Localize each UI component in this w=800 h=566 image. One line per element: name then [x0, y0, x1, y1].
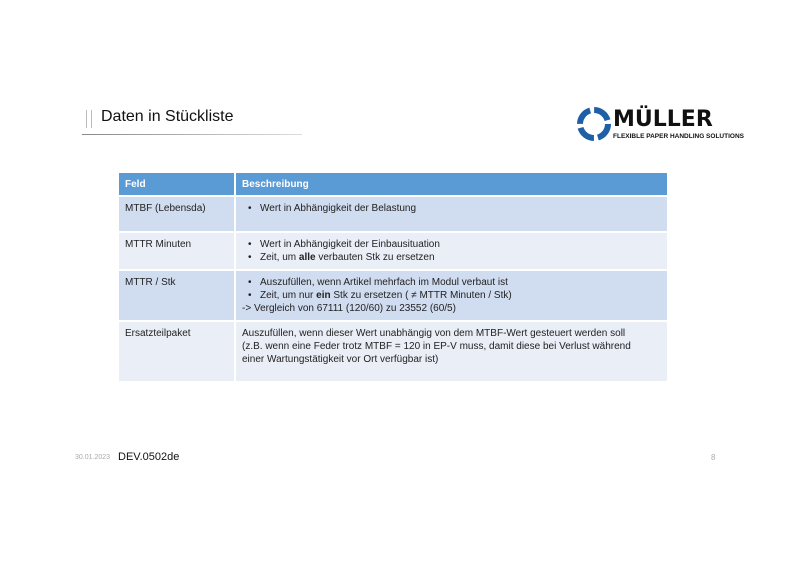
title-divider — [82, 134, 302, 135]
text-run: Stk zu ersetzen ( ≠ MTTR Minuten / Stk) — [330, 290, 512, 301]
bullet-line: Zeit, um nur ein Stk zu ersetzen ( ≠ MTT… — [242, 289, 661, 302]
table-row: MTTR MinutenWert in Abhängigkeit der Ein… — [119, 231, 669, 270]
table-header-row: Feld Beschreibung — [119, 173, 669, 196]
table-row: MTBF (Lebensda) Wert in Abhängigkeit der … — [119, 195, 669, 232]
text-run: Zeit, um — [260, 252, 299, 263]
text-run: verbauten Stk zu ersetzen — [315, 252, 435, 263]
bullet-line: Wert in Abhängigkeit der Belastung — [242, 202, 661, 215]
logo-wordmark: MÜLLER — [613, 107, 713, 132]
cell-feld: MTTR / Stk — [119, 269, 236, 321]
logo-tagline: FLEXIBLE PAPER HANDLING SOLUTIONS — [613, 133, 744, 140]
table-row: Ersatzteilpaket Auszufüllen, wenn dieser … — [119, 320, 669, 381]
fields-table: Feld Beschreibung MTBF (Lebensda)Wert in… — [119, 173, 669, 381]
header-beschreibung: Beschreibung — [235, 173, 669, 196]
page-title: Daten in Stückliste — [101, 108, 234, 125]
text-run: Auszufüllen, wenn dieser Wert unabhängig… — [242, 328, 626, 339]
text-run: alle — [298, 252, 316, 263]
text-run: Zeit, um nur — [260, 290, 317, 301]
logo-swirl-icon — [577, 107, 611, 141]
text-run: -> Vergleich von 67111 (120/60) zu 23552… — [242, 303, 456, 314]
bullet-line: Zeit, um alle verbauten Stk zu ersetzen — [242, 251, 661, 264]
footer-date: 30.01.2023 — [75, 454, 111, 461]
header-feld: Feld — [119, 173, 236, 196]
text-line: Auszufüllen, wenn dieser Wert unabhängig… — [242, 327, 661, 340]
cell-beschreibung: Auszufüllen, wenn Artikel mehrfach im Mo… — [235, 269, 669, 321]
text-run: einer Wartungstätigkeit vor Ort verfügba… — [242, 354, 439, 365]
text-line: einer Wartungstätigkeit vor Ort verfügba… — [242, 353, 661, 366]
text-run: (z.B. wenn eine Feder trotz MTBF = 120 i… — [242, 341, 631, 352]
bullet-line: Wert in Abhängigkeit der Einbausituation — [242, 238, 661, 251]
cell-beschreibung: Wert in Abhängigkeit der Einbausituation… — [235, 231, 669, 270]
text-line: (z.B. wenn eine Feder trotz MTBF = 120 i… — [242, 340, 661, 353]
text-run: Wert in Abhängigkeit der Einbausituation — [260, 239, 440, 250]
cell-feld: MTBF (Lebensda) — [119, 195, 236, 232]
footer-document-code: DEV.0502de — [118, 451, 180, 463]
cell-feld: MTTR Minuten — [119, 231, 236, 270]
cell-beschreibung: Auszufüllen, wenn dieser Wert unabhängig… — [235, 320, 669, 381]
text-run: Wert in Abhängigkeit der Belastung — [260, 203, 417, 214]
muller-logo: MÜLLER FLEXIBLE PAPER HANDLING SOLUTIONS — [577, 105, 744, 145]
text-line: -> Vergleich von 67111 (120/60) zu 23552… — [242, 302, 661, 315]
text-run: ein — [316, 290, 331, 301]
title-bars-decoration — [86, 110, 96, 128]
cell-beschreibung: Wert in Abhängigkeit der Belastung — [235, 195, 669, 232]
bullet-line: Auszufüllen, wenn Artikel mehrfach im Mo… — [242, 276, 661, 289]
page-number: 8 — [711, 453, 716, 462]
table-row: MTTR / Stk Auszufüllen, wenn Artikel mehr… — [119, 269, 669, 321]
text-run: Auszufüllen, wenn Artikel mehrfach im Mo… — [260, 277, 508, 288]
cell-feld: Ersatzteilpaket — [119, 320, 236, 381]
